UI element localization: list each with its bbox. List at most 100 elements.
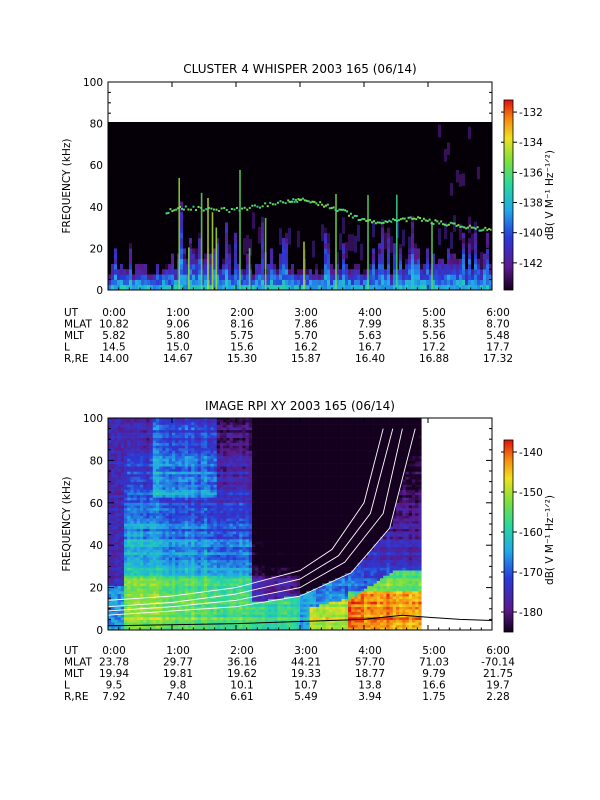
- panel2-cell: [181, 422, 186, 425]
- panel2-cell: [168, 536, 173, 540]
- panel2-cell: [140, 570, 144, 574]
- panel2-cell: [120, 432, 125, 436]
- panel1-cell: [417, 269, 420, 275]
- panel2-cell: [181, 523, 186, 527]
- panel1-cell: [393, 253, 396, 260]
- panel1-cell: [465, 269, 468, 275]
- panel2-cell: [216, 533, 221, 537]
- panel2-cell: [213, 489, 218, 493]
- panel2-cell: [226, 606, 230, 610]
- panel2-cell: [226, 513, 230, 516]
- panel2-cell: [172, 422, 176, 425]
- panel1-cell: [129, 248, 132, 254]
- panel2-cell: [200, 497, 205, 501]
- panel2-cell: [213, 627, 218, 630]
- panel2-cell: [146, 458, 150, 462]
- panel2-cell: [226, 432, 230, 436]
- panel1-cell: [444, 149, 447, 162]
- panel2-cell: [229, 559, 234, 563]
- panel1-cell: [231, 269, 234, 275]
- panel2-cell: [127, 523, 131, 527]
- panel1-trace-dot: [336, 210, 339, 213]
- panel2-cell: [232, 572, 237, 576]
- panel2-cell: [168, 515, 173, 519]
- panel2-cell: [184, 507, 189, 511]
- panel2-cell: [252, 585, 256, 589]
- panel2-cell: [191, 531, 195, 535]
- panel2-cell: [252, 609, 256, 613]
- panel2-cell: [127, 588, 131, 592]
- panel2-cell: [210, 507, 214, 511]
- panel2-cell: [133, 479, 138, 483]
- panel2-cell: [191, 418, 195, 420]
- panel2-cell: [120, 461, 125, 464]
- panel2-cell: [120, 622, 125, 626]
- panel2-cell: [149, 554, 154, 558]
- panel1-cell: [138, 284, 141, 290]
- panel2-cell: [245, 429, 250, 433]
- panel2-cell: [252, 510, 256, 514]
- panel2-cell: [133, 554, 138, 558]
- panel2-cell: [194, 575, 198, 579]
- panel2-cell: [149, 435, 154, 438]
- panel2-cell: [140, 497, 144, 501]
- panel1-cell: [435, 279, 438, 286]
- panel2-cell: [239, 440, 243, 444]
- panel2-cell: [216, 627, 221, 630]
- panel2-cell: [172, 461, 176, 464]
- panel2-cell: [117, 614, 122, 618]
- panel2-cell: [188, 474, 192, 477]
- panel2-cell: [220, 549, 224, 553]
- panel2-cell: [197, 541, 202, 545]
- panel2-cell: [252, 544, 256, 548]
- panel2-cell: [143, 526, 147, 529]
- panel1-trace-dot: [411, 217, 414, 220]
- panel1-cell: [138, 279, 141, 286]
- panel2-cell: [133, 463, 138, 467]
- panel2-cell: [239, 624, 243, 628]
- panel1-cell: [261, 243, 264, 249]
- panel1-trace-dot: [407, 216, 410, 219]
- panel1-cell: [267, 279, 270, 286]
- panel2-cell: [197, 559, 202, 563]
- panel2-cell: [188, 557, 192, 561]
- panel1-cell: [267, 284, 270, 290]
- panel2-cell: [226, 580, 230, 584]
- panel2-cell: [181, 474, 186, 477]
- panel2-cell: [120, 567, 125, 571]
- panel2-cell: [220, 479, 224, 483]
- panel2-cell: [136, 575, 141, 579]
- panel2-cell: [207, 497, 211, 501]
- panel2-cell: [108, 611, 112, 615]
- panel1-cell: [477, 166, 480, 180]
- panel2-cell: [181, 476, 186, 480]
- panel1-cell: [453, 253, 456, 260]
- panel1-trace-dot: [171, 210, 174, 213]
- panel2-cell: [220, 515, 224, 519]
- panel1-cell: [315, 264, 318, 270]
- panel2-cell: [194, 492, 198, 496]
- panel2-cell: [216, 455, 221, 459]
- panel2-cell: [130, 497, 134, 501]
- panel2-cell: [149, 588, 154, 592]
- panel1-colorbar-label: dB( V M⁻¹ Hz⁻¹ᐟ²): [544, 150, 556, 240]
- panel2-cell: [136, 536, 141, 540]
- panel2-cell: [143, 549, 147, 553]
- panel2-cell: [252, 487, 256, 490]
- panel2-cell: [210, 549, 214, 553]
- panel2-cell: [140, 593, 144, 597]
- panel2-cell: [133, 494, 138, 498]
- panel1-cell: [297, 279, 300, 286]
- panel2-cell: [140, 435, 144, 438]
- panel1-trace-dot: [480, 229, 483, 232]
- panel2-cell: [130, 520, 134, 524]
- panel1-cell: [261, 238, 264, 244]
- panel2-cell: [216, 418, 221, 420]
- panel2-cell: [172, 617, 176, 620]
- panel2-cell: [207, 505, 211, 509]
- panel2-cell: [229, 567, 234, 571]
- panel1-cell: [213, 274, 216, 280]
- panel1-cell: [306, 279, 309, 286]
- panel2-cell: [172, 507, 176, 511]
- panel2-cell: [200, 533, 205, 537]
